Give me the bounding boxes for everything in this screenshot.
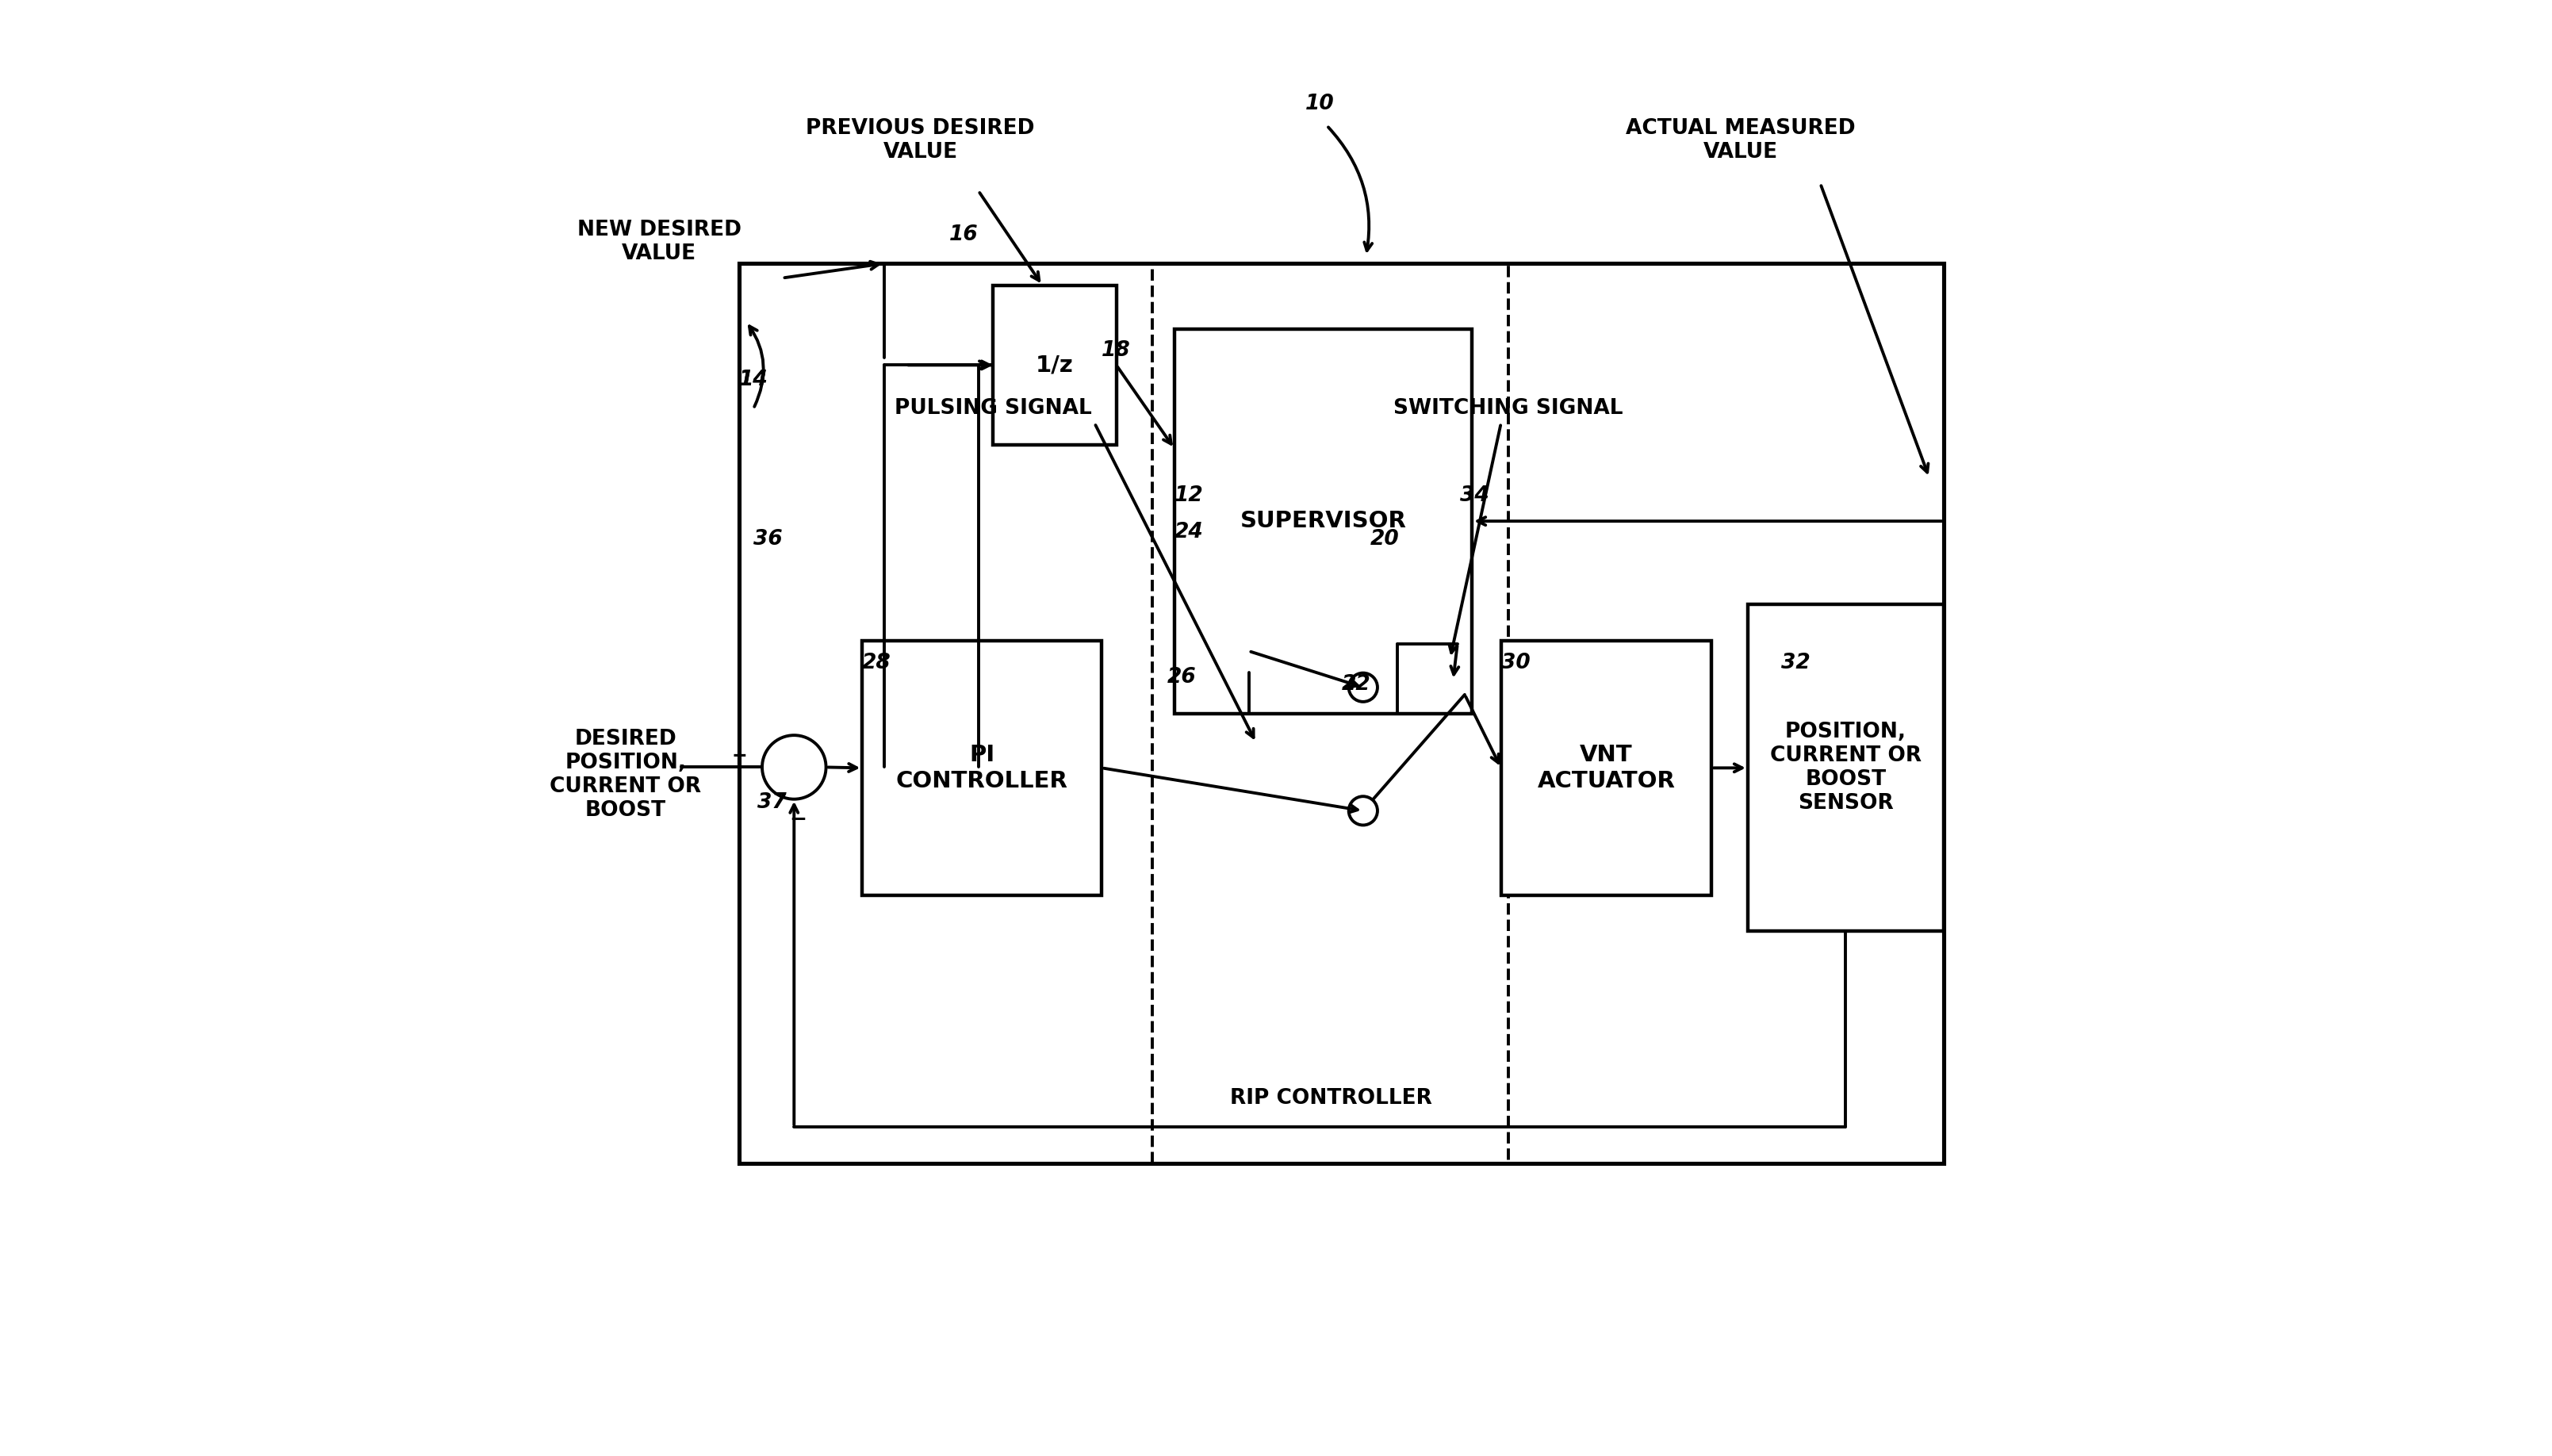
Text: −: − (789, 810, 806, 830)
Bar (863, 641, 1102, 895)
Text: 34: 34 (1460, 485, 1490, 507)
Text: 30: 30 (1501, 652, 1531, 673)
Text: SUPERVISOR: SUPERVISOR (1240, 510, 1406, 533)
Circle shape (1347, 796, 1378, 826)
Text: VNT
ACTUATOR: VNT ACTUATOR (1536, 744, 1674, 792)
Text: SWITCHING SIGNAL: SWITCHING SIGNAL (1393, 399, 1623, 419)
Text: 22: 22 (1342, 674, 1370, 695)
Text: PI
CONTROLLER: PI CONTROLLER (896, 744, 1069, 792)
Text: POSITION,
CURRENT OR
BOOST
SENSOR: POSITION, CURRENT OR BOOST SENSOR (1771, 722, 1922, 814)
Text: 10: 10 (1304, 93, 1335, 114)
Bar (740, 264, 1945, 1163)
Text: 12: 12 (1174, 485, 1205, 507)
Text: 24: 24 (1174, 521, 1205, 542)
Text: RIP CONTROLLER: RIP CONTROLLER (1230, 1088, 1432, 1108)
Text: 14: 14 (740, 370, 768, 390)
Bar (1501, 641, 1712, 895)
Text: +: + (732, 745, 748, 764)
Text: 18: 18 (1102, 341, 1131, 361)
Text: PULSING SIGNAL: PULSING SIGNAL (893, 399, 1092, 419)
Circle shape (1347, 673, 1378, 702)
Text: 1/z: 1/z (1036, 354, 1074, 376)
Text: 32: 32 (1781, 652, 1809, 673)
Text: 37: 37 (758, 792, 786, 812)
Circle shape (763, 735, 827, 799)
Text: PREVIOUS DESIRED
VALUE: PREVIOUS DESIRED VALUE (806, 118, 1034, 162)
Text: 36: 36 (753, 529, 783, 549)
Text: 14: 14 (740, 370, 768, 390)
Text: 26: 26 (1166, 667, 1197, 687)
Text: 16: 16 (949, 224, 977, 245)
Text: NEW DESIRED
VALUE: NEW DESIRED VALUE (577, 220, 740, 264)
Text: 28: 28 (863, 652, 891, 673)
Bar (993, 285, 1115, 446)
Bar (1154, 264, 1508, 1163)
Text: 20: 20 (1370, 529, 1398, 549)
Bar (1174, 329, 1473, 713)
Bar (1748, 604, 1945, 932)
Text: ACTUAL MEASURED
VALUE: ACTUAL MEASURED VALUE (1626, 118, 1855, 162)
Text: DESIRED
POSITION,
CURRENT OR
BOOST: DESIRED POSITION, CURRENT OR BOOST (549, 728, 702, 820)
